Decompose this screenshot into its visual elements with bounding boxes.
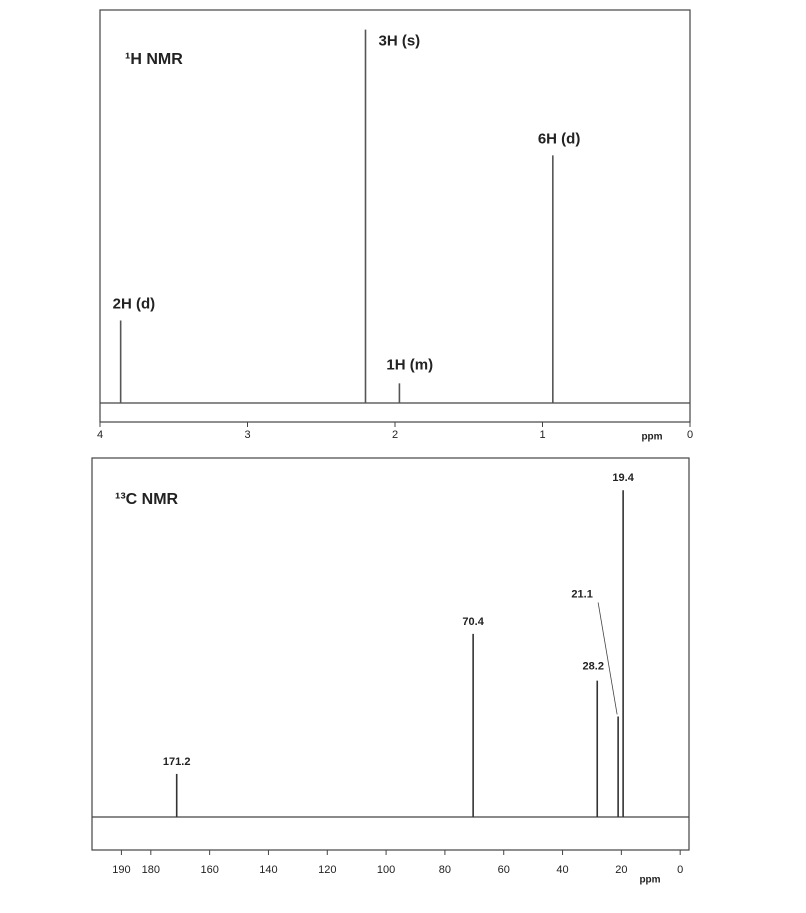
x-tick-label: 20: [615, 864, 627, 876]
x-tick-label: 3: [244, 429, 250, 441]
x-axis-label: ppm: [639, 875, 660, 886]
peak-label: 1H (m): [386, 356, 433, 373]
x-tick-label: 4: [97, 429, 103, 441]
peak-label: 6H (d): [538, 130, 581, 147]
x-tick-label: 80: [439, 864, 451, 876]
x-tick-label: 140: [259, 864, 277, 876]
x-tick-label: 120: [318, 864, 336, 876]
plot-frame: [91, 457, 690, 851]
chart-title: ¹H NMR: [125, 51, 183, 68]
peak-label: 171.2: [163, 756, 191, 768]
chart-title: ¹³C NMR: [115, 491, 179, 508]
x-tick-label: 1: [539, 429, 545, 441]
x-tick-label: 160: [200, 864, 218, 876]
peak-label: 3H (s): [379, 33, 421, 50]
x-tick-label: 190: [112, 864, 130, 876]
x-tick-label: 180: [142, 864, 160, 876]
peak-label: 2H (d): [113, 295, 155, 312]
peak-label: 21.1: [571, 588, 592, 600]
leader-line: [597, 602, 618, 715]
x-tick-label: 2: [392, 429, 398, 441]
peak-label: 19.4: [612, 472, 634, 484]
x-tick-label: 0: [687, 429, 693, 441]
x-tick-label: 40: [556, 864, 568, 876]
x-axis-label: ppm: [641, 432, 662, 443]
x-tick-label: 60: [498, 864, 510, 876]
peak-label: 28.2: [583, 660, 604, 672]
peak-label: 70.4: [462, 616, 484, 628]
x-tick-label: 100: [377, 864, 395, 876]
x-tick-label: 0: [677, 864, 683, 876]
